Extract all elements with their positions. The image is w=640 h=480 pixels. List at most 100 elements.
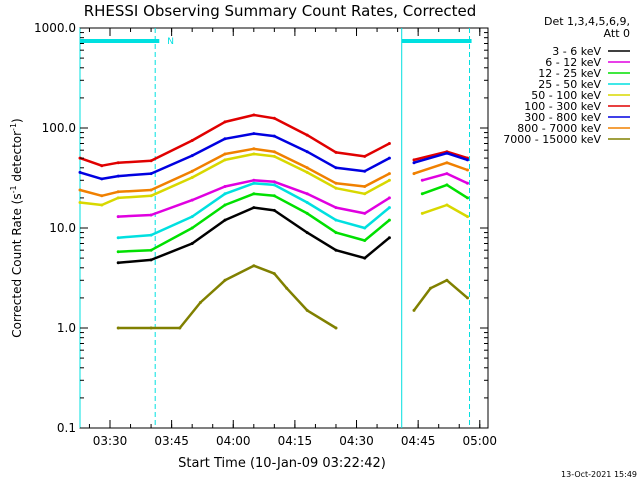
series-point <box>252 132 256 136</box>
legend-label: 50 - 100 keV <box>531 89 601 102</box>
series-point <box>116 236 120 240</box>
legend-title-line2: Att 0 <box>604 27 630 40</box>
series-point <box>445 203 449 207</box>
series-point <box>429 286 432 290</box>
series-point <box>223 192 227 196</box>
series-point <box>305 133 309 137</box>
series-point <box>305 211 309 215</box>
x-tick-label: 03:45 <box>154 434 189 448</box>
x-tick-label: 04:30 <box>339 434 374 448</box>
x-tick-label: 04:15 <box>278 434 313 448</box>
series-point <box>412 158 416 162</box>
series-point <box>363 169 367 173</box>
series-point <box>100 194 104 198</box>
series-point <box>387 218 391 222</box>
series-point <box>363 154 367 158</box>
series-point <box>78 201 82 204</box>
series-point <box>363 185 367 188</box>
y-tick-label: 0.1 <box>57 421 76 435</box>
series-point <box>100 164 104 168</box>
series-point <box>445 161 449 165</box>
series-point <box>223 203 227 207</box>
series-point <box>252 192 256 196</box>
series-point <box>272 116 276 120</box>
series-point <box>272 150 276 154</box>
legend-label: 100 - 300 keV <box>524 100 601 113</box>
footer-timestamp: 13-Oct-2021 15:49 <box>561 470 637 479</box>
series-point <box>305 150 309 154</box>
series-point <box>100 177 104 181</box>
series-point <box>466 158 469 162</box>
series-point <box>149 188 153 192</box>
legend-label: 300 - 800 keV <box>524 111 601 124</box>
series-point <box>445 151 449 155</box>
series-point <box>223 185 227 188</box>
series-point <box>334 186 338 190</box>
series-point <box>285 286 289 290</box>
series-point <box>412 308 416 312</box>
series-point <box>420 211 424 215</box>
legend-label: 12 - 25 keV <box>538 67 601 80</box>
series-point <box>78 188 82 192</box>
series-point <box>363 256 367 260</box>
series-point <box>149 258 153 262</box>
series-point <box>334 150 338 154</box>
series-point <box>116 261 120 265</box>
series-point <box>334 166 338 170</box>
series-point <box>305 166 309 170</box>
series-point <box>387 142 391 145</box>
series-point <box>223 278 227 282</box>
series-point <box>223 158 227 162</box>
series-point <box>116 326 120 330</box>
x-tick-label: 04:45 <box>401 434 436 448</box>
series-point <box>190 154 194 158</box>
series-point <box>116 215 120 219</box>
series-point <box>334 231 338 235</box>
x-tick-label: 03:30 <box>93 434 128 448</box>
series-point <box>334 206 338 210</box>
series-point <box>305 170 309 174</box>
x-axis-label: Start Time (10-Jan-09 03:22:42) <box>178 456 386 471</box>
series-point <box>466 168 469 172</box>
series-point <box>272 208 276 212</box>
series-point <box>252 206 256 210</box>
series-point <box>149 194 153 198</box>
series-point <box>149 248 153 252</box>
series-point <box>445 183 449 187</box>
night-label: N <box>167 37 174 47</box>
legend-label: 800 - 7000 keV <box>517 122 601 135</box>
series-point <box>305 308 309 312</box>
series-point <box>305 231 309 235</box>
series-point <box>252 147 256 151</box>
series-point <box>334 326 338 330</box>
series-point <box>223 152 227 156</box>
series-point <box>466 296 469 300</box>
series-point <box>445 172 449 176</box>
series-point <box>116 250 120 254</box>
legend-label: 7000 - 15000 keV <box>503 133 601 146</box>
series-point <box>272 194 276 198</box>
series-point <box>190 226 194 230</box>
series-point <box>387 172 391 176</box>
series-point <box>420 178 424 182</box>
series-point <box>116 190 120 194</box>
series-point <box>387 196 391 200</box>
series-point <box>272 134 276 138</box>
series-point <box>190 176 194 179</box>
series-point <box>387 206 391 210</box>
legend-title-line1: Det 1,3,4,5,6,9, <box>544 15 630 28</box>
x-tick-label: 05:00 <box>462 434 497 448</box>
series-point <box>149 172 153 176</box>
series-point <box>223 120 227 124</box>
series-line <box>118 206 391 264</box>
series-point <box>363 226 367 230</box>
series-point <box>363 211 367 215</box>
series-point <box>252 152 256 156</box>
series-point <box>252 181 256 185</box>
series-point <box>363 192 367 196</box>
y-tick-label: 1.0 <box>57 321 76 335</box>
y-tick-label: 100.0 <box>42 121 76 135</box>
series-point <box>116 196 120 200</box>
